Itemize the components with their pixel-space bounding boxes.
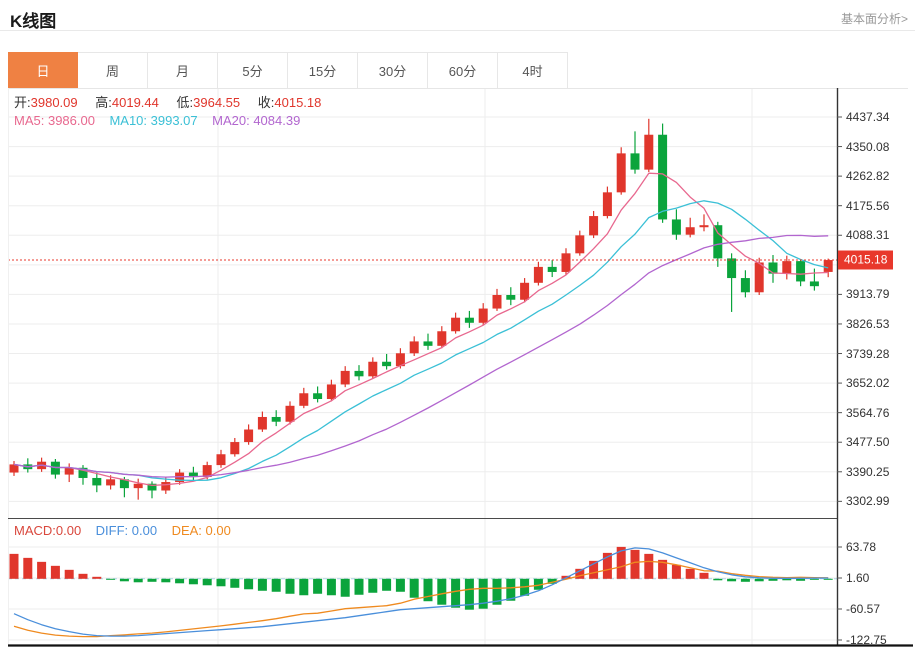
ma-legend: MA5: 3986.00 MA10: 3993.07 MA20: 4084.39	[14, 113, 300, 128]
tab-30min[interactable]: 30分	[358, 52, 428, 89]
tab-60min[interactable]: 60分	[428, 52, 498, 89]
header-divider	[0, 30, 915, 31]
tab-day[interactable]: 日	[8, 52, 78, 89]
low-label: 低:	[176, 95, 194, 110]
fundamental-analysis-link[interactable]: 基本面分析>	[840, 12, 908, 26]
ma10-legend: MA10: 3993.07	[109, 113, 198, 128]
ma20-legend: MA20: 4084.39	[212, 113, 301, 128]
period-tabs: 日周月 5分 15分 30分 60分 4时	[8, 52, 568, 89]
ma5-legend: MA5: 3986.00	[14, 113, 95, 128]
high-label: 高:	[95, 95, 112, 110]
low-value: 3964.55	[193, 95, 241, 110]
tab-month[interactable]: 月	[148, 52, 218, 89]
close-label: 收:	[257, 95, 275, 110]
page-title: K线图	[10, 12, 57, 31]
open-value: 3980.09	[30, 95, 78, 110]
tab-5min[interactable]: 5分	[218, 52, 288, 89]
macd-value-legend: MACD:0.00	[14, 523, 82, 538]
dea-value-legend: DEA: 0.00	[171, 523, 231, 538]
ohlc-legend: 开:3980.09 高:4019.44 低:3964.55 收:4015.18	[14, 92, 335, 111]
open-label: 开:	[14, 95, 31, 110]
macd-legend: MACD:0.00 DIFF: 0.00 DEA: 0.00	[14, 523, 231, 538]
close-value: 4015.18	[274, 95, 322, 110]
diff-value-legend: DIFF: 0.00	[95, 523, 158, 538]
high-value: 4019.44	[111, 95, 159, 110]
